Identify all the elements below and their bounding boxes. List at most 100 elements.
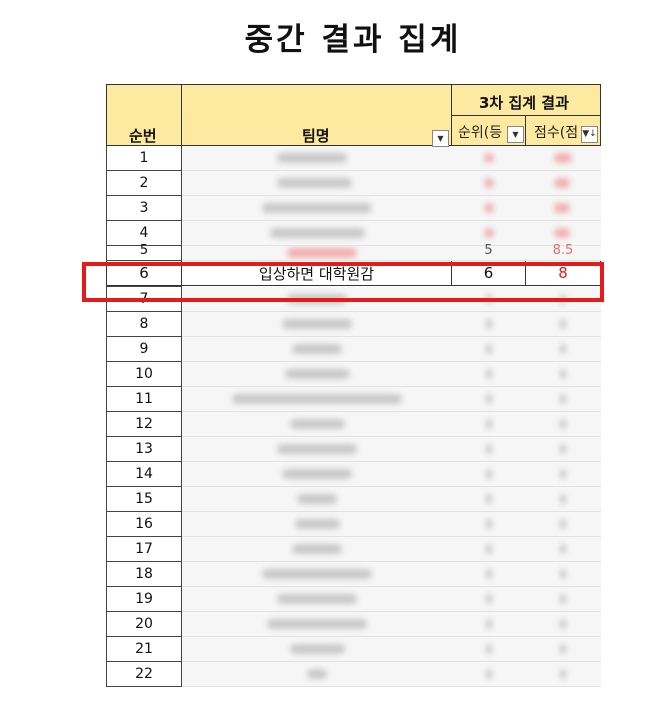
team-filter-icon[interactable]: ▼ <box>432 130 449 147</box>
table-row: 9 <box>106 336 601 362</box>
blurred-cell <box>525 336 601 362</box>
row-number: 12 <box>106 411 182 437</box>
table-row: 3 <box>106 195 601 221</box>
header-team: 팀명 ▼ <box>181 84 452 147</box>
blurred-cell <box>181 636 452 662</box>
blurred-cell <box>451 336 526 362</box>
result-table: 순번 팀명 ▼ 3차 집계 결과 순위(등 ▼ 점수(점 ▼↓ 1 <box>106 84 601 286</box>
row-number: 2 <box>106 170 182 196</box>
table-row: 8 <box>106 311 601 337</box>
blurred-cell <box>451 311 526 337</box>
blurred-cell <box>525 636 601 662</box>
result-table-lower: 7 8 9 10 11 12 13 14 15 16 17 18 19 20 21 22 <box>106 286 601 687</box>
highlight-annotation-box <box>82 262 604 302</box>
row-number: 9 <box>106 336 182 362</box>
row-number: 10 <box>106 361 182 387</box>
blurred-cell <box>181 311 452 337</box>
blurred-cell <box>181 361 452 387</box>
table-row: 14 <box>106 461 601 487</box>
blurred-cell <box>451 361 526 387</box>
table-row: 2 <box>106 170 601 196</box>
blurred-cell <box>181 611 452 637</box>
table-row: 12 <box>106 411 601 437</box>
blurred-cell <box>181 511 452 537</box>
blurred-cell <box>525 386 601 412</box>
blurred-cell <box>181 411 452 437</box>
blurred-cell <box>525 461 601 487</box>
table-row: 22 <box>106 661 601 687</box>
blurred-cell <box>451 636 526 662</box>
blurred-cell <box>525 561 601 587</box>
blurred-cell <box>181 661 452 687</box>
blurred-cell <box>451 511 526 537</box>
blurred-cell <box>181 386 452 412</box>
blurred-cell <box>525 411 601 437</box>
blurred-cell <box>181 586 452 612</box>
blurred-cell <box>451 486 526 512</box>
row-number: 20 <box>106 611 182 637</box>
header-score: 점수(점 ▼↓ <box>525 115 601 146</box>
blurred-cell <box>181 486 452 512</box>
header-group: 3차 집계 결과 <box>451 84 601 116</box>
partial-score: 8.5 <box>525 244 601 261</box>
table-row: 1 <box>106 145 601 171</box>
table-row: 5 5 8.5 <box>106 244 601 261</box>
blurred-cell <box>525 586 601 612</box>
row-number: 19 <box>106 586 182 612</box>
row-number: 1 <box>106 145 182 171</box>
blurred-cell <box>451 561 526 587</box>
row-number: 13 <box>106 436 182 462</box>
row-number: 15 <box>106 486 182 512</box>
spreadsheet: 순번 팀명 ▼ 3차 집계 결과 순위(등 ▼ 점수(점 ▼↓ 1 <box>106 84 601 700</box>
blurred-cell <box>451 461 526 487</box>
table-row: 20 <box>106 611 601 637</box>
blurred-cell <box>525 611 601 637</box>
blurred-cell <box>451 661 526 687</box>
row-number: 14 <box>106 461 182 487</box>
row-number: 17 <box>106 536 182 562</box>
header-rank: 순위(등 ▼ <box>451 115 526 146</box>
table-row: 15 <box>106 486 601 512</box>
blurred-cell <box>451 536 526 562</box>
table-row: 16 <box>106 511 601 537</box>
partial-rank: 5 <box>451 244 526 261</box>
blurred-cell <box>451 386 526 412</box>
sort-descending-icon[interactable]: ▼↓ <box>581 126 598 143</box>
table-row: 4 <box>106 220 601 246</box>
blurred-cell <box>525 361 601 387</box>
row-number: 16 <box>106 511 182 537</box>
blurred-cell <box>525 536 601 562</box>
blurred-cell <box>181 436 452 462</box>
blurred-cell <box>451 411 526 437</box>
table-row: 18 <box>106 561 601 587</box>
blurred-cell <box>181 561 452 587</box>
blurred-cell <box>451 611 526 637</box>
blurred-cell <box>451 586 526 612</box>
table-row: 17 <box>106 536 601 562</box>
blurred-cell <box>451 436 526 462</box>
header-no: 순번 <box>106 84 182 146</box>
row-number: 21 <box>106 636 182 662</box>
row-number: 3 <box>106 195 182 221</box>
table-row: 11 <box>106 386 601 412</box>
row-number: 4 <box>106 220 182 246</box>
row-number: 18 <box>106 561 182 587</box>
blurred-cell <box>181 461 452 487</box>
table-row: 21 <box>106 636 601 662</box>
blurred-cell <box>525 311 601 337</box>
row-number: 8 <box>106 311 182 337</box>
row-number: 22 <box>106 661 182 687</box>
blurred-cell <box>525 436 601 462</box>
table-row: 13 <box>106 436 601 462</box>
blurred-cell <box>181 336 452 362</box>
row-number: 5 <box>106 244 182 261</box>
page-title: 중간 결과 집계 <box>244 22 462 58</box>
table-row: 10 <box>106 361 601 387</box>
table-row: 19 <box>106 586 601 612</box>
blurred-cell <box>525 486 601 512</box>
blurred-cell <box>181 536 452 562</box>
row-number: 11 <box>106 386 182 412</box>
rank-filter-icon[interactable]: ▼ <box>507 126 524 143</box>
blurred-cell <box>525 661 601 687</box>
blurred-cell <box>525 511 601 537</box>
